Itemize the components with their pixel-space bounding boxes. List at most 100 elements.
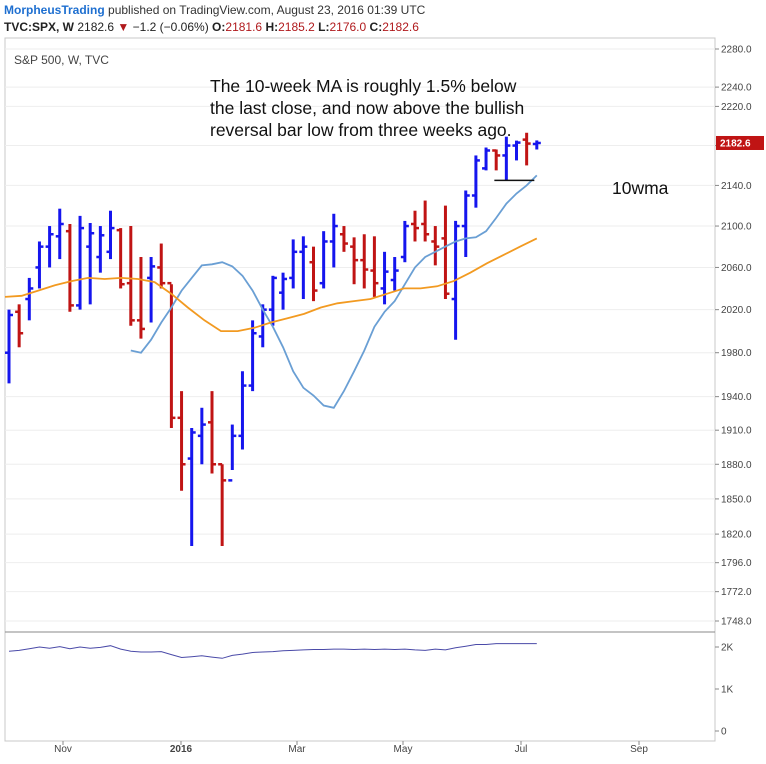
ohlc-bar <box>116 228 125 289</box>
ohlc-bar <box>35 241 44 289</box>
volume-tick-label: 2K <box>721 643 734 654</box>
high-label: H: <box>265 20 279 34</box>
ohlc-bar <box>390 257 399 291</box>
ohlc-bar <box>126 226 135 326</box>
time-axis: Nov 2016 Mar May Jul Sep <box>54 741 648 755</box>
annotation-line-3: reversal bar low from three weeks ago. <box>210 120 512 140</box>
price-tick-label: 1772.0 <box>721 587 752 598</box>
publish-info: MorpheusTrading published on TradingView… <box>4 3 425 17</box>
price-tick-label: 1796.0 <box>721 558 752 569</box>
ohlc-bar <box>248 320 257 392</box>
chart-title: S&P 500, W, TVC <box>14 53 109 67</box>
ohlc-bar <box>329 213 338 268</box>
ohlc-bar <box>421 200 430 242</box>
price-tick-label: 1940.0 <box>721 392 752 403</box>
volume-tick-label: 0 <box>721 727 727 738</box>
ohlc-bar <box>522 132 531 166</box>
chart-frame <box>4 37 716 742</box>
ohlc-bar <box>187 427 196 546</box>
time-tick-label: Jul <box>515 744 528 755</box>
ohlc-bar <box>218 463 227 546</box>
price-tick-label: 1820.0 <box>721 530 752 541</box>
low-value: 2176.0 <box>329 20 367 34</box>
ohlc-bar <box>299 236 308 300</box>
ohlc-bar <box>319 231 328 289</box>
ohlc-bar <box>502 136 511 181</box>
ohlc-bar <box>76 215 85 310</box>
ohlc-bar <box>96 226 105 273</box>
down-arrow-icon: ▼ <box>117 20 130 34</box>
ohlc-bar <box>350 237 359 285</box>
price-tick-label: 1880.0 <box>721 460 752 471</box>
ohlc-bar <box>360 234 369 289</box>
ohlc-bar <box>106 210 115 260</box>
close-value: 2182.6 <box>382 20 419 34</box>
last-price-tag-text: 2182.6 <box>720 138 751 149</box>
time-tick-label: Nov <box>54 744 72 755</box>
price-tick-label: 2100.0 <box>721 222 752 233</box>
ohlc-bar <box>136 257 145 339</box>
price-change: −1.2 (−0.06%) <box>132 20 209 34</box>
ohlc-bar <box>86 222 95 305</box>
volume-axis: 2K 1K 0 <box>715 643 734 738</box>
time-tick-label: 2016 <box>170 744 193 755</box>
last-price-tag <box>716 135 764 150</box>
ohlc-bar <box>157 243 166 289</box>
slow-ma-line <box>4 237 538 332</box>
ohlc-bar <box>339 226 348 252</box>
ohlc-bar <box>208 391 216 474</box>
ohlc-bar <box>15 304 24 348</box>
ohlc-bar <box>65 223 74 312</box>
ohlc-bar <box>411 210 419 242</box>
ohlc-bar <box>45 226 54 268</box>
ohlc-bar <box>279 272 288 310</box>
price-tick-label: 1980.0 <box>721 348 752 359</box>
ohlc-bar <box>177 391 186 491</box>
ohlc-bar <box>532 140 541 150</box>
open-label: O: <box>212 20 226 34</box>
ohlc-bar <box>309 246 318 302</box>
annotation-line-1: The 10-week MA is roughly 1.5% below <box>210 76 517 96</box>
ohlc-bar <box>5 309 13 384</box>
ohlc-bar <box>25 277 34 321</box>
price-tick-label: 2020.0 <box>721 305 752 316</box>
ohlc-bar <box>492 149 501 171</box>
low-label: L: <box>318 20 330 34</box>
ohlc-bar <box>147 257 156 323</box>
price-tick-label: 2220.0 <box>721 102 752 113</box>
price-tick-label: 1910.0 <box>721 426 752 437</box>
high-value: 2185.2 <box>278 20 315 34</box>
price-tick-label: 2140.0 <box>721 181 752 192</box>
published-text: published on TradingView.com, August 23,… <box>108 3 426 17</box>
ohlc-bar <box>289 239 298 289</box>
symbol-name: TVC:SPX, W <box>4 20 75 34</box>
open-value: 2181.6 <box>225 20 263 34</box>
author-link[interactable]: MorpheusTrading <box>4 3 105 17</box>
price-tick-label: 1748.0 <box>721 617 752 628</box>
ma-label: 10wma <box>612 178 669 198</box>
annotation-line-2: the last close, and now above the bullis… <box>210 98 524 118</box>
ohlc-bar <box>512 140 521 161</box>
ohlc-bar <box>461 190 470 258</box>
price-grid <box>5 48 715 622</box>
ohlc-bar <box>431 226 440 266</box>
ohlc-bar <box>167 281 176 428</box>
time-tick-label: Mar <box>288 744 306 755</box>
time-tick-label: May <box>394 744 413 755</box>
volume-line <box>8 643 537 659</box>
price-tick-label: 1850.0 <box>721 494 752 505</box>
price-tick-label: 2060.0 <box>721 263 752 274</box>
ohlc-bar <box>268 275 277 326</box>
price-tick-label: 2240.0 <box>721 83 752 94</box>
ohlc-bar <box>400 220 409 263</box>
ohlc-bar <box>482 147 491 171</box>
last-price: 2182.6 <box>77 20 115 34</box>
ma10-line <box>130 174 538 409</box>
symbol-info: TVC:SPX, W 2182.6 ▼ −1.2 (−0.06%) O:2181… <box>4 20 419 34</box>
time-tick-label: Sep <box>630 744 648 755</box>
ohlc-bar <box>471 155 480 208</box>
ohlc-bar <box>370 236 379 297</box>
price-axis: 1748.0 1772.0 1796.0 1820.0 1850.0 1880.0 1910… <box>715 45 752 628</box>
ohlc-bars <box>5 132 541 546</box>
